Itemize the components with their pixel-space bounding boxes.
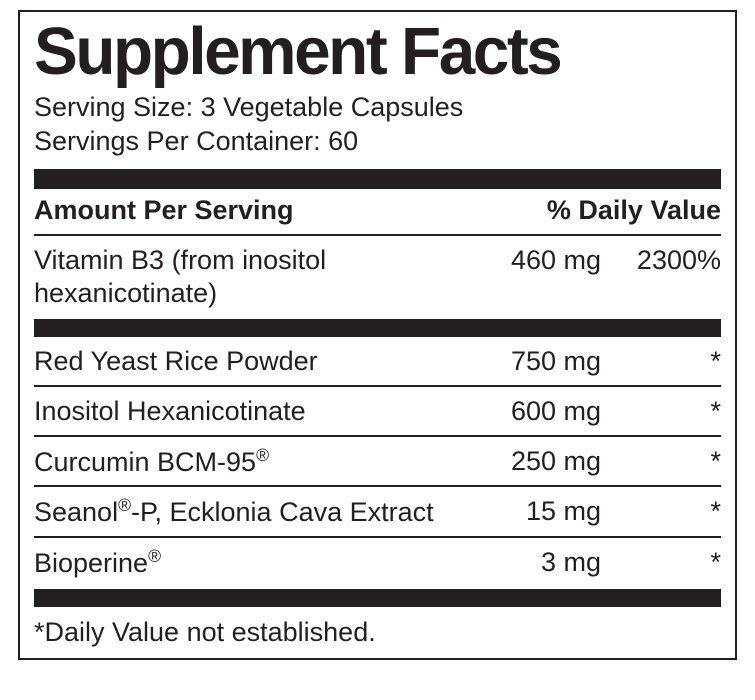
rule — [34, 536, 721, 538]
column-header-row: Amount Per Serving % Daily Value — [34, 193, 721, 230]
panel-title: Supplement Facts — [34, 18, 707, 85]
ingredient-daily-value: * — [601, 546, 721, 580]
ingredient-name: Vitamin B3 (from inositol hexanicotinate… — [34, 244, 471, 312]
ingredient-name: Bioperine® — [34, 546, 471, 581]
ingredient-name: Seanol®-P, Ecklonia Cava Extract — [34, 495, 471, 530]
rule — [34, 435, 721, 437]
ingredient-amount: 750 mg — [471, 345, 601, 379]
ingredient-daily-value: 2300% — [601, 244, 721, 278]
rule — [34, 385, 721, 387]
ingredient-name: Curcumin BCM-95® — [34, 445, 471, 480]
supplement-facts-panel: Supplement Facts Serving Size: 3 Vegetab… — [18, 10, 737, 660]
divider-bar — [34, 589, 721, 607]
ingredient-row: Vitamin B3 (from inositol hexanicotinate… — [34, 240, 721, 314]
ingredient-row: Inositol Hexanicotinate600 mg* — [34, 391, 721, 431]
footnote: *Daily Value not established. — [34, 611, 721, 648]
ingredient-name: Inositol Hexanicotinate — [34, 395, 471, 429]
rule — [34, 234, 721, 236]
header-amount-per-serving: Amount Per Serving — [34, 195, 547, 226]
serving-size-line: Serving Size: 3 Vegetable Capsules — [34, 91, 721, 125]
servings-per-container-line: Servings Per Container: 60 — [34, 125, 721, 159]
rule — [34, 485, 721, 487]
ingredient-daily-value: * — [601, 395, 721, 429]
servings-per-container-label: Servings Per Container: — [34, 126, 328, 156]
ingredient-row: Curcumin BCM-95®250 mg* — [34, 441, 721, 482]
divider-bar — [34, 169, 721, 189]
ingredient-amount: 600 mg — [471, 395, 601, 429]
ingredients-section-2: Red Yeast Rice Powder750 mg*Inositol Hex… — [34, 341, 721, 583]
ingredient-amount: 460 mg — [471, 244, 601, 278]
servings-per-container-value: 60 — [328, 126, 358, 156]
header-daily-value: % Daily Value — [547, 195, 721, 226]
ingredient-daily-value: * — [601, 345, 721, 379]
ingredient-row: Seanol®-P, Ecklonia Cava Extract15 mg* — [34, 491, 721, 532]
ingredient-daily-value: * — [601, 445, 721, 479]
ingredient-amount: 15 mg — [471, 495, 601, 529]
ingredient-daily-value: * — [601, 495, 721, 529]
ingredient-row: Bioperine®3 mg* — [34, 542, 721, 583]
ingredient-amount: 3 mg — [471, 546, 601, 580]
ingredient-amount: 250 mg — [471, 445, 601, 479]
ingredient-row: Red Yeast Rice Powder750 mg* — [34, 341, 721, 381]
ingredients-section-1: Vitamin B3 (from inositol hexanicotinate… — [34, 240, 721, 314]
serving-size-value: 3 Vegetable Capsules — [201, 92, 464, 122]
divider-bar — [34, 319, 721, 337]
ingredient-name: Red Yeast Rice Powder — [34, 345, 471, 379]
serving-size-label: Serving Size: — [34, 92, 201, 122]
